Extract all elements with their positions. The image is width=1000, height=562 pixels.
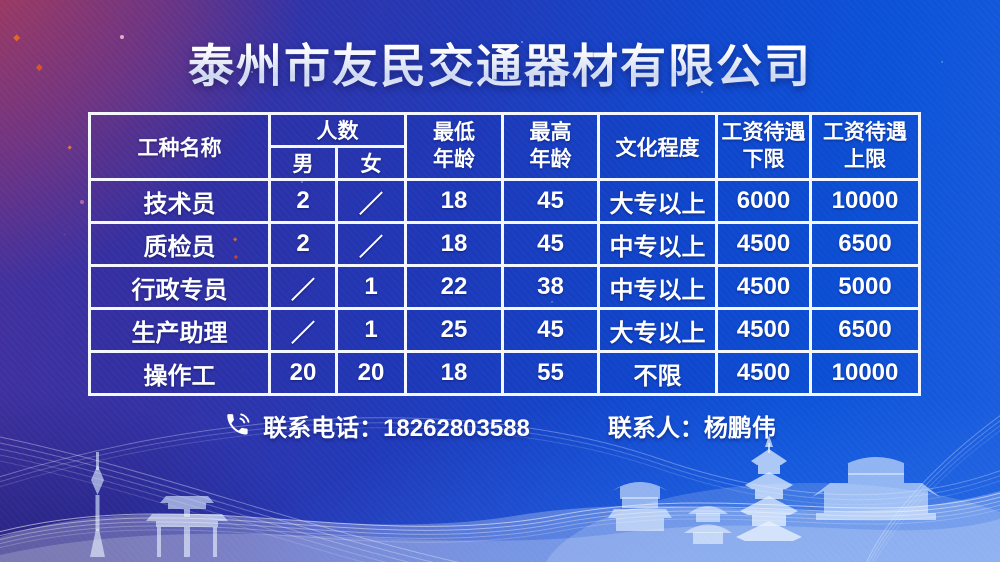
- job-name-cell: 操作工: [88, 350, 271, 396]
- female-count-cell: ／: [335, 178, 407, 224]
- table-row: 行政专员 ／ 1 22 38 中专以上 4500 5000: [88, 264, 921, 310]
- min-age-cell: 18: [404, 350, 504, 396]
- male-count-cell: 2: [268, 221, 338, 267]
- phone-icon: [227, 413, 250, 435]
- table-header-row-2: 男 女: [90, 145, 920, 181]
- male-count-cell: 2: [268, 178, 338, 224]
- male-count-cell: ／: [268, 307, 338, 353]
- header-education: 文化程度: [597, 112, 718, 181]
- max-age-cell: 45: [501, 178, 600, 224]
- tv-tower-silhouette: [90, 452, 105, 557]
- salary-min-cell: 6000: [715, 178, 812, 224]
- male-count-cell: ／: [268, 264, 338, 310]
- min-age-cell: 18: [404, 221, 504, 267]
- max-age-cell: 55: [501, 350, 600, 396]
- contact-phone-label: 联系电话：18262803588: [263, 415, 530, 442]
- contact-person-label: 联系人：杨鹏伟: [607, 415, 776, 442]
- contact-bar: 联系电话：18262803588 联系人：杨鹏伟: [0, 408, 1000, 443]
- max-age-cell: 45: [501, 307, 600, 353]
- header-salary-max: 工资待遇 上限: [809, 112, 921, 181]
- salary-min-cell: 4500: [715, 350, 812, 396]
- table-row: 质检员 2 ／ 18 45 中专以上 4500 6500: [88, 221, 921, 267]
- header-salary-min: 工资待遇 下限: [715, 112, 812, 181]
- education-cell: 中专以上: [597, 264, 718, 310]
- salary-min-cell: 4500: [715, 264, 812, 310]
- salary-max-cell: 5000: [809, 264, 921, 310]
- company-title: 泰州市友民交通器材有限公司: [0, 30, 1000, 96]
- city-skyline-decoration: [0, 404, 1000, 562]
- salary-min-cell: 4500: [715, 307, 812, 353]
- male-count-cell: 20: [268, 350, 338, 396]
- pavilion-silhouette: [684, 506, 732, 544]
- max-age-cell: 38: [501, 264, 600, 310]
- salary-max-cell: 10000: [809, 178, 921, 224]
- bottom-wave-decoration: [0, 486, 1000, 562]
- female-count-cell: ／: [335, 221, 407, 267]
- contact-phone: 联系电话：18262803588: [224, 408, 530, 443]
- job-name-cell: 生产助理: [88, 307, 271, 353]
- min-age-cell: 25: [404, 307, 504, 353]
- education-cell: 大专以上: [597, 178, 718, 224]
- education-cell: 大专以上: [597, 307, 718, 353]
- female-count-cell: 1: [335, 264, 407, 310]
- education-cell: 不限: [597, 350, 718, 396]
- sparkle-dots-decoration: [0, 0, 4, 4]
- temple-silhouette: [812, 457, 940, 520]
- salary-min-cell: 4500: [715, 221, 812, 267]
- min-age-cell: 22: [404, 264, 504, 310]
- header-male: 男: [268, 145, 338, 181]
- building-silhouettes: [90, 435, 940, 557]
- job-name-cell: 行政专员: [88, 264, 271, 310]
- header-female: 女: [335, 145, 407, 181]
- table-header-row-1: 工种名称 人数 最低 年龄 最高 年龄 文化程度 工资待遇 下限 工资待遇 上限: [88, 112, 921, 181]
- jobs-table: 工种名称 人数 最低 年龄 最高 年龄 文化程度 工资待遇 下限 工资待遇 上限…: [88, 112, 921, 396]
- education-cell: 中专以上: [597, 221, 718, 267]
- header-job-name: 工种名称: [88, 112, 271, 181]
- salary-max-cell: 6500: [809, 221, 921, 267]
- table-row: 操作工 20 20 18 55 不限 4500 10000: [88, 350, 921, 396]
- female-count-cell: 20: [335, 350, 407, 396]
- salary-max-cell: 6500: [809, 307, 921, 353]
- salary-max-cell: 10000: [809, 350, 921, 396]
- min-age-cell: 18: [404, 178, 504, 224]
- contact-person: 联系人：杨鹏伟: [608, 408, 776, 443]
- table-row: 生产助理 ／ 1 25 45 大专以上 4500 6500: [88, 307, 921, 353]
- gate-arch-silhouette: [146, 496, 228, 557]
- header-headcount: 人数: [268, 112, 407, 148]
- job-name-cell: 质检员: [88, 221, 271, 267]
- max-age-cell: 45: [501, 221, 600, 267]
- header-min-age: 最低 年龄: [404, 112, 504, 181]
- job-name-cell: 技术员: [88, 178, 271, 224]
- table-row: 技术员 2 ／ 18 45 大专以上 6000 10000: [88, 178, 921, 224]
- header-max-age: 最高 年龄: [501, 112, 600, 181]
- female-count-cell: 1: [335, 307, 407, 353]
